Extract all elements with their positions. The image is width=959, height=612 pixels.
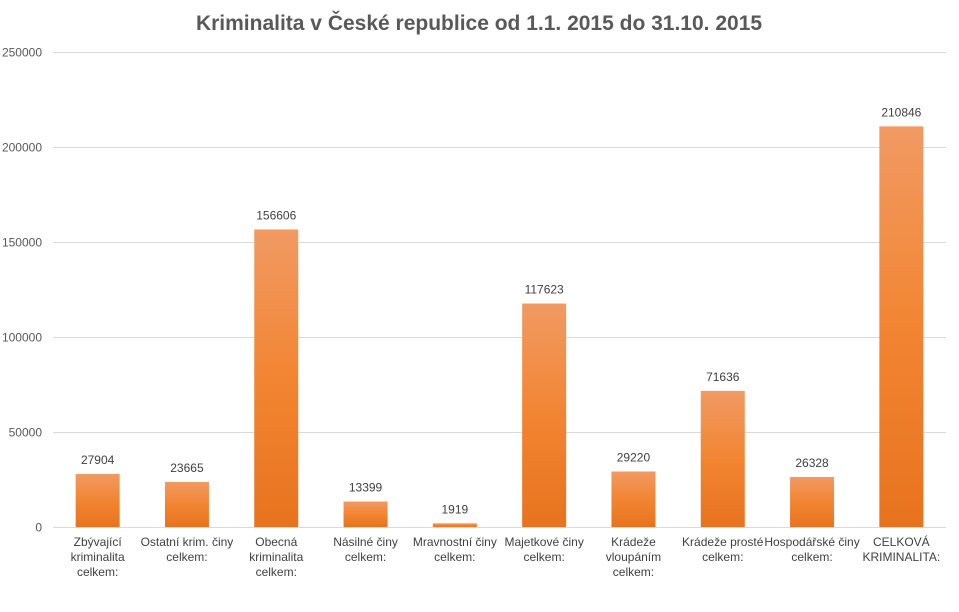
bar bbox=[254, 229, 299, 527]
y-tick-label: 150000 bbox=[2, 236, 42, 250]
bar bbox=[879, 126, 924, 527]
bar bbox=[343, 501, 388, 527]
data-label: 23665 bbox=[170, 461, 204, 475]
bar bbox=[790, 476, 835, 527]
bar bbox=[432, 523, 477, 527]
y-tick-label: 250000 bbox=[2, 46, 42, 60]
x-tick-label: Hospodářské činy celkem: bbox=[764, 535, 859, 564]
data-label: 210846 bbox=[881, 105, 921, 119]
chart-title: Kriminalita v České republice od 1.1. 20… bbox=[196, 11, 762, 35]
y-tick-label: 100000 bbox=[2, 331, 42, 345]
bar bbox=[164, 482, 209, 527]
bar bbox=[700, 390, 745, 527]
y-tick-label: 0 bbox=[35, 521, 42, 535]
x-tick-label: Mravnostní činy celkem: bbox=[413, 535, 497, 564]
y-axis-ticks: 0 50000 100000 150000 200000 250000 bbox=[2, 46, 42, 535]
data-label: 29220 bbox=[617, 450, 651, 464]
data-label: 27904 bbox=[81, 453, 115, 467]
y-tick-label: 50000 bbox=[9, 426, 43, 440]
bar bbox=[611, 471, 656, 527]
data-label: 71636 bbox=[706, 370, 740, 384]
gridlines bbox=[53, 52, 946, 528]
x-tick-label: Obecná kriminalita celkem: bbox=[249, 535, 303, 579]
bar bbox=[75, 473, 120, 527]
x-tick-label: Násilné činy celkem: bbox=[333, 535, 398, 564]
y-tick-label: 200000 bbox=[2, 141, 42, 155]
x-tick-label: Krádeže prosté celkem: bbox=[682, 535, 764, 564]
bar bbox=[522, 303, 567, 527]
data-label: 13399 bbox=[349, 481, 383, 495]
x-tick-label: Zbývající kriminalita celkem: bbox=[71, 535, 125, 579]
data-label: 156606 bbox=[256, 208, 296, 222]
data-label: 1919 bbox=[441, 502, 468, 516]
x-tick-label: CELKOVÁ KRIMINALITA: bbox=[862, 534, 940, 564]
data-label: 117623 bbox=[525, 283, 564, 297]
bars bbox=[75, 126, 924, 527]
x-tick-label: Krádeže vloupáním celkem: bbox=[606, 535, 661, 579]
category-labels: Zbývající kriminalita celkem: Ostatní krim.… bbox=[71, 534, 941, 579]
data-label: 26328 bbox=[795, 456, 829, 470]
x-tick-label: Majetkové činy celkem: bbox=[504, 535, 583, 564]
data-labels: 27904 23665 156606 13399 1919 117623 29220 7163… bbox=[81, 105, 922, 516]
x-tick-label: Ostatní krim. činy celkem: bbox=[141, 535, 234, 564]
